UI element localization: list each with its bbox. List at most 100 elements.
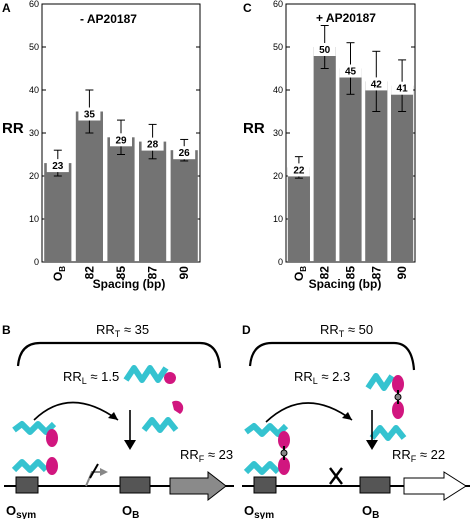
x-tick-label-a-4: 90 [177,266,191,280]
diagram-panel-b: B RRT ≈ 35 RRL ≈ 1.5 RRF ≈ 23 [2,322,234,519]
data-label-box-a-2 [110,133,132,147]
data-label-box-c-0 [287,163,310,177]
panel-letter-c: C [243,1,252,15]
x-tick-label-c-1: 82 [318,266,332,280]
free-helix-upper-b [123,365,176,384]
data-label-a-2: 29 [115,135,127,146]
x-tick-label-a-1: 82 [82,266,96,280]
rr-f-label-b: RRF ≈ 23 [180,447,233,464]
rr-t-label-d: RRT ≈ 50 [320,322,373,339]
x-tick-label-c-2: 85 [344,266,358,280]
osym-label-d: Osym [244,503,274,519]
bar-a-3 [139,141,167,262]
free-helix-pair-d [365,373,407,441]
chart-panel-c: C + AP20187 RR Spacing (bp) 0 10 20 30 40 50 6… [243,0,416,291]
data-label-a-3: 28 [147,140,159,151]
data-label-c-1: 50 [319,45,331,56]
y-tick-label-a: 10 [29,214,39,224]
bound-helix-d [243,423,290,475]
x-tick-label-a-3: 87 [146,266,160,280]
y-tick-label-a: 20 [29,171,39,181]
promoter-arrowhead-b [100,468,108,476]
diagram-panel-d: D RRT ≈ 50 RRL ≈ 2.3 RRF ≈ 22 [242,322,470,519]
x-tick-label-c-0: OB [292,266,308,281]
y-tick-label-a: 50 [29,42,39,52]
data-label-a-0: 23 [52,161,64,172]
bar-a-0 [44,163,72,262]
ob-label-b: OB [122,503,139,519]
chart-a-ylabel: RR [2,120,24,137]
chart-a-title: - AP20187 [80,12,137,26]
bar-c-2 [339,68,362,262]
loop-arrow-d [265,402,353,423]
data-label-box-a-0 [46,159,69,173]
bound-helix-b [11,421,58,475]
data-label-a-1: 35 [84,110,96,121]
loop-arrowhead-d [342,412,352,420]
promoter-cross-d [329,467,343,485]
ob-box-b [119,476,151,494]
promoter-block-b [89,463,99,479]
osym-box-b [15,476,39,494]
y-tick-label-a: 30 [29,128,39,138]
y-tick-label-c: 0 [278,257,283,267]
chart-panel-a: A - AP20187 RR Spacing (bp) 0 10 20 30 40 50 6… [2,0,201,291]
x-tick-label-a-2: 85 [114,266,128,280]
osym-label-b: Osym [6,503,36,519]
y-tick-label-a: 0 [34,257,39,267]
data-label-box-a-4 [173,146,196,160]
y-tick-label-c: 50 [273,42,283,52]
bar-a-1 [75,111,103,262]
chart-c-xlabel: Spacing (bp) [309,277,382,291]
bar-c-4 [391,85,414,262]
data-label-a-4: 26 [179,148,191,159]
y-tick-label-c: 10 [273,214,283,224]
down-arrowhead-b [124,440,136,450]
x-tick-label-c-3: 87 [369,266,383,280]
y-tick-label-c: 60 [273,0,283,9]
bar-c-0 [287,167,310,262]
free-helix-lower-b [141,400,184,433]
data-label-box-c-1 [313,43,336,56]
osym-box-d [253,476,277,494]
chart-c-ylabel: RR [243,120,265,137]
x-tick-label-a-0: OB [51,266,67,281]
panel-letter-a: A [2,1,11,15]
y-tick-label-a: 40 [29,85,39,95]
bar-c-3 [365,81,388,263]
data-label-c-4: 41 [397,84,409,95]
data-label-c-2: 45 [345,67,357,78]
bar-a-4 [170,150,198,262]
data-label-box-a-1 [78,107,101,121]
data-label-box-a-3 [141,137,164,151]
chart-a-xlabel: Spacing (bp) [93,277,166,291]
data-label-box-c-2 [339,64,362,78]
bar-c-1 [313,47,336,262]
x-tick-label-c-4: 90 [395,266,409,280]
loop-arrow-b [33,401,119,421]
chart-c-title: + AP20187 [316,11,376,25]
data-label-c-0: 22 [293,165,305,176]
total-bracket-b [16,341,222,369]
total-bracket-d [248,341,416,371]
rr-f-label-d: RRF ≈ 22 [392,447,445,464]
panel-letter-b: B [2,323,11,337]
gene-arrow-d [403,471,467,501]
panel-letter-d: D [242,323,251,337]
ob-box-d [359,476,391,494]
promoter-arrow-b [85,471,102,487]
rr-t-label-b: RRT ≈ 35 [96,322,149,339]
ob-label-d: OB [362,503,379,519]
data-label-box-c-3 [365,77,388,91]
y-tick-label-c: 40 [273,85,283,95]
data-label-c-3: 42 [371,79,383,90]
rr-l-label-d: RRL ≈ 2.3 [294,369,350,386]
y-tick-label-c: 20 [273,171,283,181]
y-tick-label-a: 60 [29,0,39,9]
y-tick-label-c: 30 [273,128,283,138]
down-arrowhead-d [366,440,378,450]
bar-a-2 [107,137,135,262]
rr-l-label-b: RRL ≈ 1.5 [63,369,119,386]
gene-arrow-b [169,470,227,502]
